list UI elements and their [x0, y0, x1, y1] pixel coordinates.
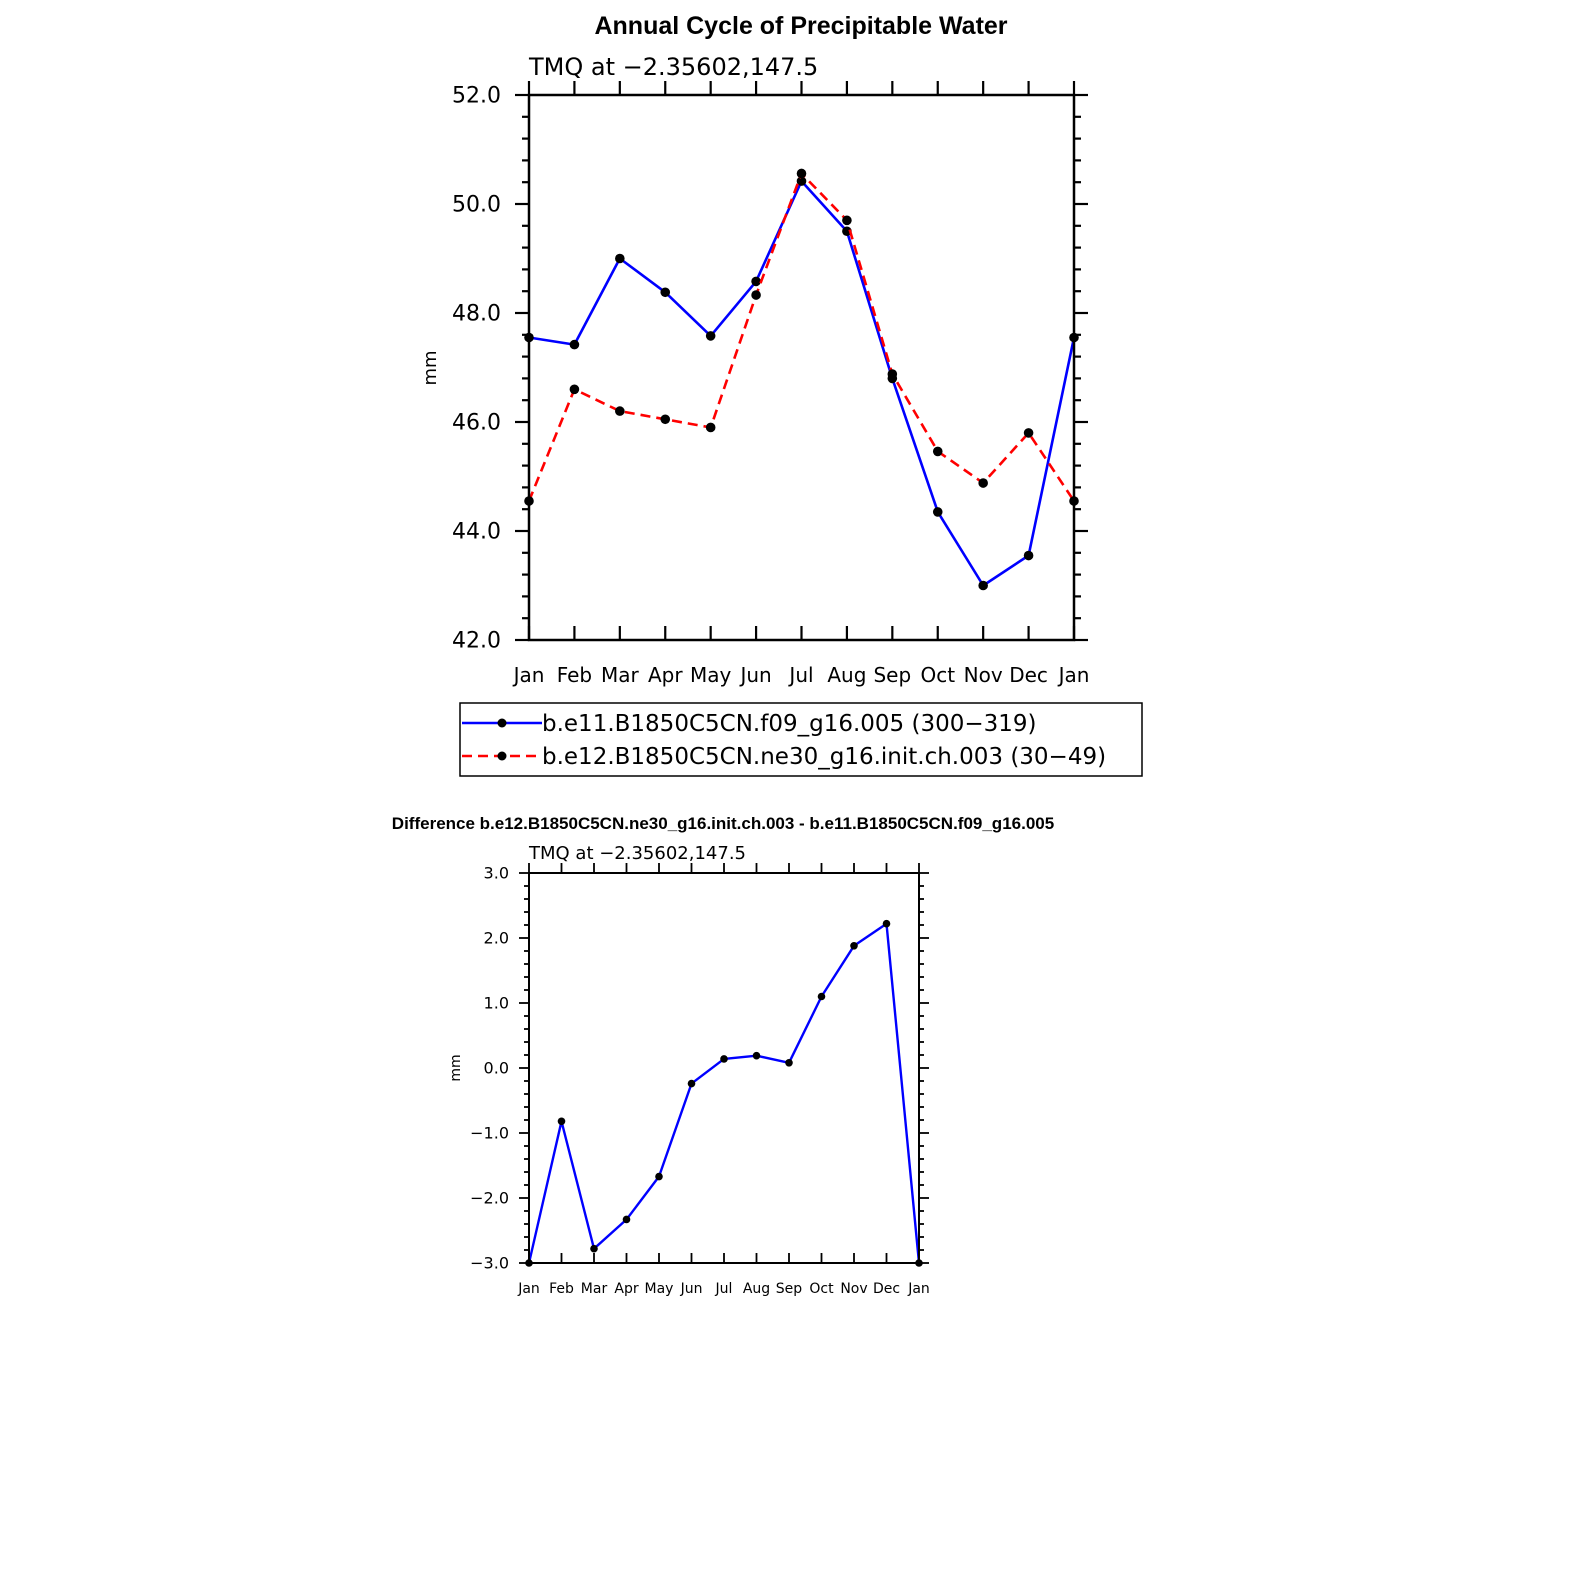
- x-tick-label: Jul: [715, 1281, 733, 1297]
- data-point-series-2: [932, 446, 943, 457]
- y-tick-label: 1.0: [484, 994, 509, 1013]
- data-point-series-1: [978, 580, 988, 591]
- data-point-series-2: [796, 168, 807, 179]
- x-tick-label: Jan: [517, 1281, 540, 1297]
- data-point-series-1: [1023, 550, 1034, 561]
- data-point-series-1: [817, 992, 826, 1001]
- plot-frame: [527, 93, 1076, 642]
- y-tick-label: 46.0: [452, 411, 501, 436]
- data-point-series-1: [882, 919, 891, 928]
- x-tick-label: Mar: [601, 663, 640, 687]
- x-tick-label: Apr: [648, 663, 683, 687]
- series-group: [524, 168, 1079, 591]
- x-tick-label: Oct: [809, 1281, 834, 1297]
- x-tick-label: Jan: [512, 663, 545, 687]
- data-point-series-2: [751, 290, 761, 300]
- y-tick-label: −1.0: [470, 1124, 509, 1143]
- x-tick-label: May: [645, 1281, 674, 1297]
- data-point-series-1: [850, 942, 858, 950]
- x-tick-label: Jan: [1057, 663, 1090, 687]
- axis-ticks: Jan Feb Mar Apr May Jun Jul Aug Sep Oct Nov Dec Jan−…: [470, 863, 930, 1297]
- data-point-series-1: [785, 1059, 793, 1067]
- data-point-series-1: [655, 1172, 663, 1181]
- x-tick-label: Dec: [873, 1281, 900, 1297]
- difference-title: Difference b.e12.B1850C5CN.ne30_g16.init…: [392, 814, 1054, 833]
- chart-title: Annual Cycle of Precipitable Water: [594, 12, 1007, 40]
- legend-label-series-2: b.e12.B1850C5CN.ne30_g16.init.ch.003 (30…: [542, 744, 1106, 770]
- annual-cycle-panel: Annual Cycle of Precipitable Water TMQ a…: [420, 12, 1143, 777]
- x-tick-label: Apr: [614, 1281, 638, 1297]
- legend-label-series-1: b.e11.B1850C5CN.f09_g16.005 (300−319): [542, 711, 1037, 737]
- data-point-series-1: [752, 1051, 761, 1060]
- x-tick-label: Jun: [738, 663, 771, 687]
- data-point-series-1: [569, 339, 580, 350]
- data-point-series-1: [660, 287, 671, 298]
- y-tick-label: 44.0: [452, 520, 501, 545]
- data-point-series-2: [615, 406, 625, 416]
- y-tick-label: 42.0: [452, 629, 501, 654]
- data-point-series-2: [978, 478, 988, 488]
- data-point-series-2: [660, 414, 671, 425]
- x-tick-label: Aug: [743, 1281, 770, 1297]
- data-point-series-1: [842, 226, 852, 237]
- x-tick-label: Nov: [840, 1281, 867, 1297]
- series-line-1: [528, 179, 1076, 587]
- legend: b.e11.B1850C5CN.f09_g16.005 (300−319) b.…: [459, 702, 1143, 777]
- x-tick-label: Feb: [557, 663, 592, 687]
- data-point-series-1: [705, 331, 716, 341]
- data-point-series-1: [590, 1244, 598, 1253]
- x-tick-label: Feb: [549, 1281, 574, 1297]
- data-point-series-2: [705, 422, 716, 433]
- legend-marker-series-2: [497, 751, 507, 761]
- data-point-series-1: [622, 1215, 631, 1224]
- y-axis-label: mm: [420, 350, 441, 385]
- x-tick-label: Nov: [964, 663, 1003, 687]
- y-tick-label: −3.0: [470, 1254, 509, 1273]
- legend-marker-series-1: [497, 718, 507, 728]
- y-tick-label: 3.0: [484, 864, 509, 883]
- data-point-series-1: [932, 507, 943, 517]
- chart-subtitle: TMQ at −2.35602,147.5: [528, 53, 818, 81]
- y-tick-label: 50.0: [452, 193, 501, 218]
- x-tick-label: Jun: [680, 1281, 703, 1297]
- x-tick-label: Dec: [1009, 663, 1048, 687]
- x-tick-label: Jul: [787, 663, 813, 687]
- y-tick-label: −2.0: [470, 1189, 509, 1208]
- data-point-series-1: [557, 1117, 566, 1126]
- y-tick-label: 2.0: [484, 929, 509, 948]
- x-tick-label: Aug: [827, 663, 866, 687]
- y-tick-label: 48.0: [452, 302, 501, 327]
- data-point-series-1: [615, 253, 625, 264]
- legend-box: [459, 702, 1143, 777]
- x-tick-label: Sep: [873, 663, 911, 687]
- x-tick-label: Oct: [920, 663, 955, 687]
- series-line-2: [527, 172, 1076, 502]
- x-tick-label: Mar: [581, 1281, 608, 1297]
- difference-subtitle: TMQ at −2.35602,147.5: [528, 843, 746, 864]
- data-point-series-1: [687, 1079, 696, 1088]
- x-tick-label: May: [690, 663, 732, 687]
- data-point-series-2: [569, 384, 580, 395]
- data-point-series-1: [796, 176, 807, 186]
- data-point-series-1: [751, 276, 761, 287]
- data-point-series-2: [887, 369, 898, 379]
- difference-plot-frame: [528, 872, 920, 1264]
- difference-y-axis-label: mm: [448, 1054, 464, 1081]
- y-tick-label: 0.0: [484, 1059, 509, 1078]
- data-point-series-2: [1023, 428, 1034, 438]
- series-line-1: [527, 922, 921, 1264]
- x-tick-label: Sep: [776, 1281, 803, 1297]
- difference-panel: Difference b.e12.B1850C5CN.ne30_g16.init…: [392, 814, 1054, 1297]
- x-tick-label: Jan: [907, 1281, 930, 1297]
- data-point-series-1: [720, 1055, 728, 1063]
- axis-ticks: Jan Feb Mar Apr May Jun Jul Aug Sep Oct Nov Dec Jan 4…: [452, 81, 1089, 687]
- data-point-series-2: [842, 215, 852, 226]
- series-group: [525, 919, 923, 1267]
- y-tick-label: 52.0: [452, 84, 501, 109]
